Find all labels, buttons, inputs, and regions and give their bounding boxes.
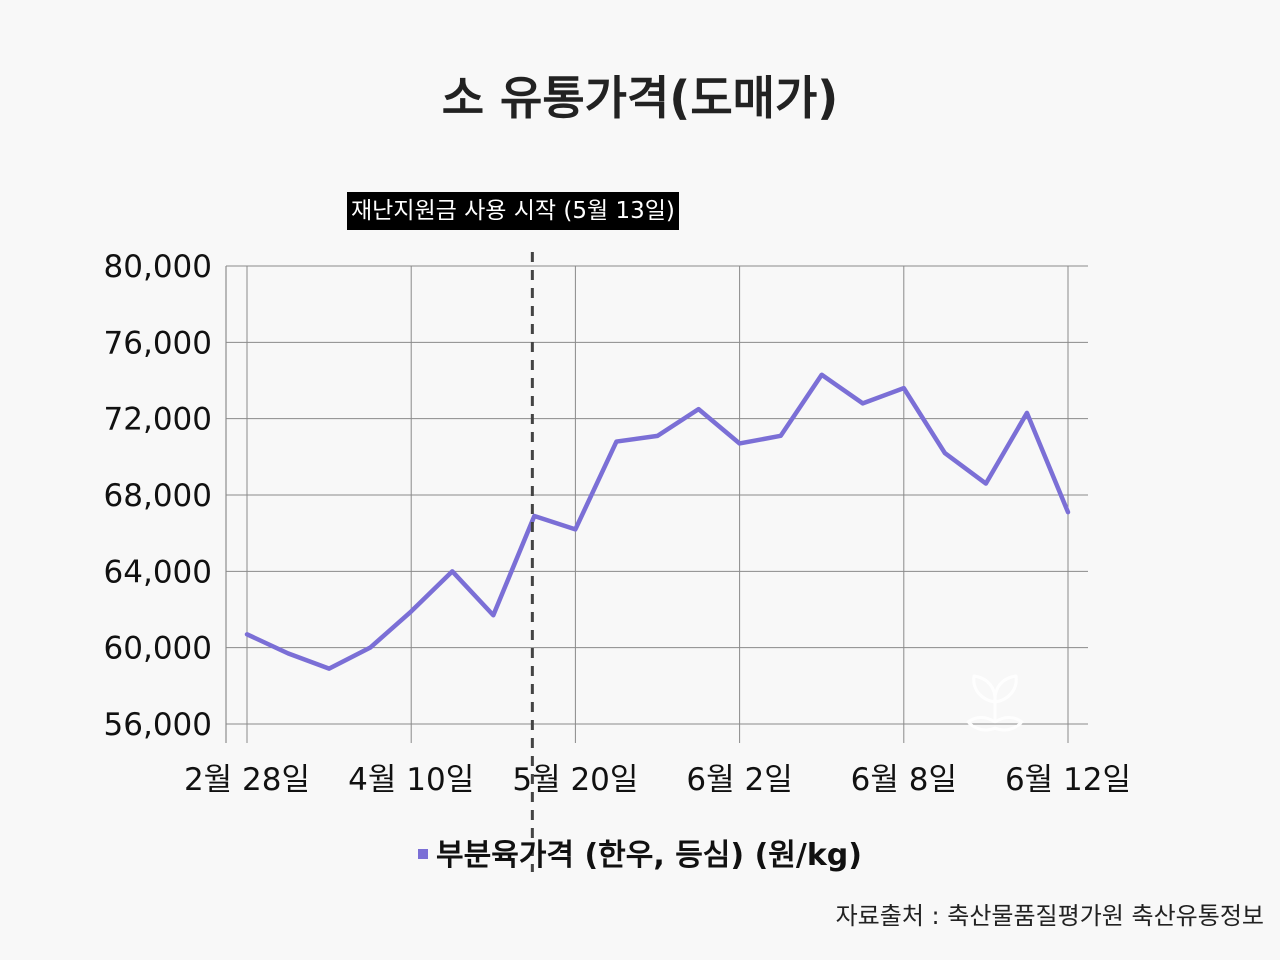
legend-label: 부분육가격 (한우, 등심) (원/kg) bbox=[436, 838, 862, 873]
annotation-label: 재난지원금 사용 시작 (5월 13일) bbox=[347, 192, 679, 230]
plot-area bbox=[226, 266, 1088, 743]
y-tick-label: 60,000 bbox=[104, 631, 212, 667]
y-tick-label: 64,000 bbox=[104, 554, 212, 590]
x-tick-label: 6월 12일 bbox=[1005, 762, 1131, 798]
legend-swatch bbox=[418, 848, 429, 859]
y-tick-label: 56,000 bbox=[104, 707, 212, 743]
grid-lines bbox=[225, 265, 1088, 743]
x-tick-label: 4월 10일 bbox=[348, 762, 474, 798]
y-tick-label: 76,000 bbox=[104, 325, 212, 361]
x-tick-label: 2월 28일 bbox=[184, 762, 310, 798]
chart-title: 소 유통가격(도매가) bbox=[441, 71, 839, 125]
sprout-logo-icon bbox=[966, 674, 1024, 732]
x-axis-ticks: 2월 28일 4월 10일 5월 20일 6월 2일 6월 8일 6월 12일 bbox=[184, 762, 1131, 798]
legend: 부분육가격 (한우, 등심) (원/kg) bbox=[0, 830, 1280, 874]
y-axis-ticks: 56,000 60,000 64,000 68,000 72,000 76,000 80,0… bbox=[104, 249, 212, 743]
y-tick-label: 72,000 bbox=[104, 402, 212, 438]
x-tick-label: 6월 2일 bbox=[686, 762, 792, 798]
y-tick-label: 68,000 bbox=[104, 478, 212, 514]
source-credit: 자료출처 : 축산물품질평가원 축산유통정보 bbox=[835, 902, 1264, 930]
series-line bbox=[244, 372, 1071, 671]
series-layer bbox=[244, 372, 1071, 671]
x-tick-label: 6월 8일 bbox=[851, 762, 957, 798]
y-tick-label: 80,000 bbox=[104, 249, 212, 285]
